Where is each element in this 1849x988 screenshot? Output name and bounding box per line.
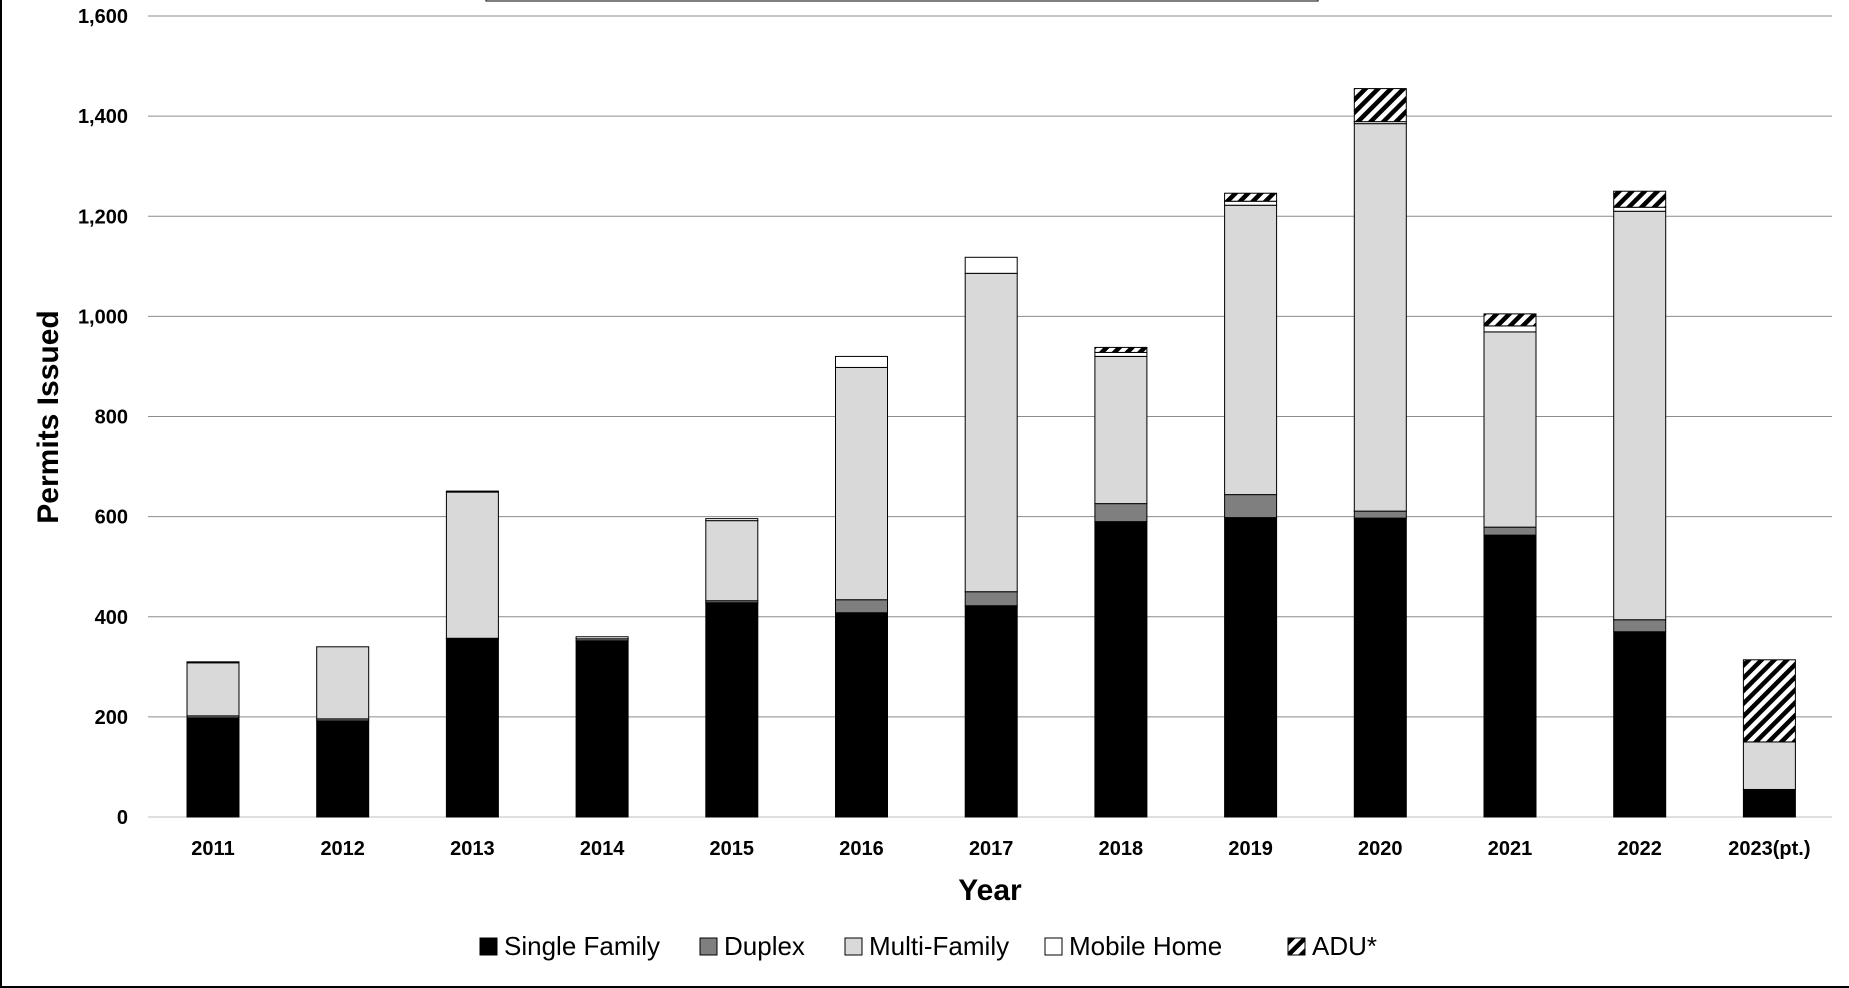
- bar-segment-duplex-2019: [1224, 494, 1278, 519]
- legend-label: Duplex: [724, 931, 805, 961]
- y-tick-label: 1,000: [78, 306, 128, 328]
- bar-segment-mobile-home-2022: [1613, 206, 1667, 212]
- bar-segment-multi-family-2015: [705, 520, 759, 602]
- bar-segment-single-family-2011: [186, 717, 240, 818]
- bar-segment-mobile-home-2014: [575, 636, 629, 640]
- y-tick-label: 1,400: [78, 106, 128, 128]
- bar-segment-multi-family-2023pt: [1742, 741, 1796, 790]
- x-tick-label: 2017: [969, 838, 1014, 860]
- y-tick-label: 200: [95, 707, 128, 729]
- legend-swatch: [1044, 937, 1063, 956]
- bar-segment-single-family-2017: [964, 605, 1018, 818]
- bar-segment-multi-family-2022: [1613, 210, 1667, 621]
- legend-label: ADU*: [1312, 931, 1377, 961]
- bar-segment-mobile-home-2016: [835, 355, 888, 368]
- bar-segment-single-family-2013: [445, 638, 499, 818]
- bar-segment-adu-2023pt: [1742, 659, 1796, 743]
- y-tick-labels: 0 200 400 600 800 1,000 1,200 1,400 1,600: [78, 6, 128, 829]
- x-axis-title: Year: [958, 874, 1022, 907]
- x-tick-label: 2018: [1099, 838, 1144, 860]
- bar-segment-mobile-home-2021: [1483, 325, 1537, 333]
- legend-label: Mobile Home: [1069, 931, 1222, 961]
- y-tick-label: 1,600: [78, 6, 128, 28]
- bar-segment-single-family-2021: [1483, 534, 1537, 818]
- x-tick-label: 2022: [1617, 838, 1662, 860]
- x-tick-label: 2016: [839, 838, 884, 860]
- bar-segment-multi-family-2019: [1224, 204, 1278, 496]
- x-tick-label: 2021: [1488, 838, 1533, 860]
- bar-segment-mobile-home-2017: [964, 256, 1018, 274]
- legend-label: Multi-Family: [869, 931, 1009, 961]
- title-box-fragment: [485, 0, 1319, 2]
- bar-segment-multi-family-2013: [445, 491, 499, 639]
- y-tick-label: 1,200: [78, 206, 128, 228]
- x-tick-label: 2020: [1358, 838, 1403, 860]
- y-tick-label: 800: [95, 407, 128, 429]
- bar-segment-single-family-2022: [1613, 631, 1667, 818]
- legend-label: Single Family: [504, 931, 660, 961]
- y-tick-label: 600: [95, 507, 128, 529]
- bar-segment-single-family-2023pt: [1742, 788, 1796, 818]
- bar-segment-adu-2022: [1613, 190, 1667, 208]
- x-tick-label: 2023(pt.): [1728, 838, 1810, 860]
- x-tick-label: 2011: [191, 838, 234, 860]
- y-tick-label: 400: [95, 607, 128, 629]
- bar-segment-duplex-2017: [964, 591, 1018, 607]
- bar-segment-multi-family-2012: [316, 646, 370, 720]
- bar-segment-mobile-home-2015: [705, 518, 759, 522]
- x-tick-label: 2014: [580, 838, 625, 860]
- bar-segment-single-family-2020: [1353, 517, 1407, 818]
- bar-segment-single-family-2012: [316, 720, 370, 818]
- legend-swatch: [1287, 937, 1306, 956]
- bar-segment-multi-family-2018: [1094, 355, 1148, 505]
- bar-segment-single-family-2016: [835, 612, 888, 818]
- x-tick-labels: 2011 2012 2013 2014 2015 2016 2017 2018 2019 2020…: [191, 838, 1810, 860]
- bar-segment-multi-family-2016: [835, 366, 888, 601]
- bar-segment-mobile-home-2011: [186, 661, 240, 664]
- bar-segment-multi-family-2021: [1483, 331, 1537, 528]
- x-tick-label: 2013: [450, 838, 495, 860]
- bar-segment-mobile-home-2019: [1224, 200, 1278, 206]
- bar-segment-duplex-2018: [1094, 503, 1148, 523]
- x-tick-label: 2012: [320, 838, 365, 860]
- legend-swatch: [699, 937, 718, 956]
- bar-segment-multi-family-2011: [186, 662, 240, 717]
- bar-segment-adu-2021: [1483, 313, 1537, 327]
- bar-segment-adu-2020: [1353, 88, 1407, 123]
- bar-segment-single-family-2018: [1094, 521, 1148, 818]
- x-tick-label: 2019: [1228, 838, 1273, 860]
- bar-segment-multi-family-2017: [964, 272, 1018, 593]
- bar-segment-adu-2019: [1224, 192, 1278, 202]
- bar-segment-single-family-2015: [705, 602, 759, 818]
- bar-segment-mobile-home-2018: [1094, 351, 1148, 357]
- legend: Single Family Duplex Multi-Family Mobile Ho…: [479, 931, 1377, 961]
- bar-segment-adu-2018: [1094, 346, 1148, 353]
- bar-segment-multi-family-2020: [1353, 123, 1407, 512]
- bar-segment-duplex-2016: [835, 599, 888, 614]
- y-axis-title: Permits Issued: [32, 310, 65, 523]
- bar-segment-duplex-2021: [1483, 526, 1537, 536]
- x-tick-label: 2015: [710, 838, 755, 860]
- bar-segment-single-family-2019: [1224, 517, 1278, 818]
- bar-segment-duplex-2022: [1613, 619, 1667, 633]
- legend-swatch: [844, 937, 863, 956]
- bars-group: [186, 88, 1796, 818]
- bar-segment-duplex-2020: [1353, 510, 1407, 519]
- legend-swatch: [479, 937, 498, 956]
- bar-segment-single-family-2014: [575, 640, 629, 818]
- bar-segment-mobile-home-2013: [445, 490, 499, 493]
- y-tick-label: 0: [117, 807, 128, 829]
